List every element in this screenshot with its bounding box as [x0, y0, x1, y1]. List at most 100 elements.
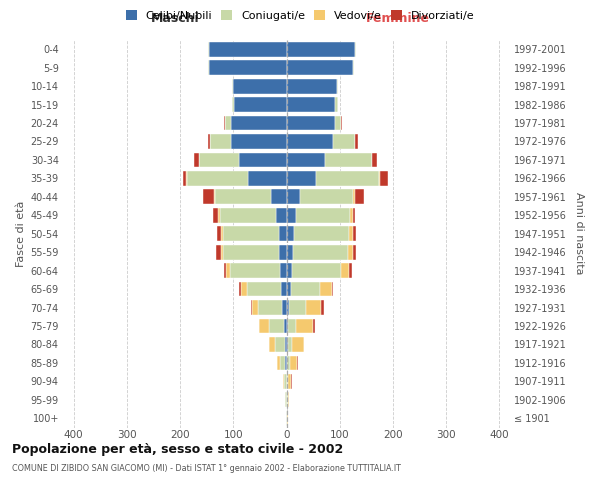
- Bar: [287, 337, 292, 352]
- Bar: [280, 264, 287, 278]
- Bar: [295, 226, 349, 241]
- Bar: [224, 264, 226, 278]
- Text: Maschi: Maschi: [151, 12, 199, 25]
- Bar: [194, 152, 199, 168]
- Bar: [289, 300, 306, 315]
- Bar: [199, 152, 239, 168]
- Bar: [297, 356, 298, 370]
- Bar: [277, 356, 280, 370]
- Bar: [252, 300, 258, 315]
- Bar: [287, 245, 293, 260]
- Bar: [279, 245, 287, 260]
- Bar: [287, 116, 335, 130]
- Bar: [248, 171, 287, 186]
- Bar: [208, 60, 209, 75]
- Bar: [217, 226, 221, 241]
- Bar: [287, 208, 296, 222]
- Bar: [355, 190, 364, 204]
- Bar: [293, 245, 347, 260]
- Bar: [287, 42, 355, 56]
- Text: Femmine: Femmine: [366, 12, 430, 25]
- Bar: [187, 171, 248, 186]
- Bar: [341, 116, 342, 130]
- Bar: [269, 337, 275, 352]
- Bar: [335, 97, 338, 112]
- Bar: [230, 116, 287, 130]
- Bar: [232, 78, 233, 94]
- Bar: [186, 171, 187, 186]
- Bar: [285, 337, 287, 352]
- Bar: [300, 190, 353, 204]
- Bar: [287, 190, 300, 204]
- Bar: [220, 208, 276, 222]
- Bar: [276, 208, 287, 222]
- Bar: [353, 208, 355, 222]
- Bar: [275, 337, 285, 352]
- Bar: [287, 152, 325, 168]
- Bar: [287, 374, 288, 389]
- Bar: [335, 116, 341, 130]
- Bar: [353, 190, 355, 204]
- Bar: [224, 116, 226, 130]
- Bar: [287, 134, 334, 149]
- Bar: [320, 282, 332, 296]
- Bar: [239, 152, 287, 168]
- Bar: [292, 337, 304, 352]
- Bar: [284, 374, 287, 389]
- Bar: [208, 134, 211, 149]
- Bar: [259, 318, 269, 334]
- Bar: [355, 42, 356, 56]
- Bar: [271, 190, 287, 204]
- Bar: [291, 282, 320, 296]
- Bar: [223, 226, 278, 241]
- Bar: [226, 264, 230, 278]
- Bar: [278, 226, 287, 241]
- Bar: [258, 300, 282, 315]
- Bar: [290, 356, 297, 370]
- Bar: [353, 226, 356, 241]
- Bar: [341, 264, 349, 278]
- Bar: [233, 78, 287, 94]
- Bar: [239, 282, 241, 296]
- Bar: [280, 356, 286, 370]
- Bar: [334, 134, 355, 149]
- Bar: [209, 60, 287, 75]
- Bar: [208, 42, 209, 56]
- Bar: [284, 318, 287, 334]
- Bar: [353, 245, 356, 260]
- Bar: [288, 318, 296, 334]
- Bar: [292, 264, 341, 278]
- Bar: [247, 282, 281, 296]
- Bar: [216, 245, 221, 260]
- Bar: [183, 171, 186, 186]
- Bar: [355, 134, 358, 149]
- Bar: [287, 300, 289, 315]
- Bar: [230, 134, 287, 149]
- Bar: [203, 190, 214, 204]
- Bar: [230, 264, 280, 278]
- Bar: [347, 245, 353, 260]
- Bar: [306, 300, 321, 315]
- Bar: [372, 152, 377, 168]
- Bar: [337, 78, 338, 94]
- Bar: [353, 60, 354, 75]
- Bar: [287, 60, 353, 75]
- Bar: [296, 318, 313, 334]
- Bar: [287, 97, 335, 112]
- Text: Popolazione per età, sesso e stato civile - 2002: Popolazione per età, sesso e stato civil…: [12, 442, 343, 456]
- Bar: [281, 282, 287, 296]
- Bar: [379, 171, 380, 186]
- Bar: [214, 190, 215, 204]
- Bar: [218, 208, 220, 222]
- Bar: [215, 190, 271, 204]
- Bar: [232, 97, 235, 112]
- Bar: [251, 300, 252, 315]
- Bar: [221, 226, 223, 241]
- Bar: [287, 264, 292, 278]
- Bar: [287, 226, 295, 241]
- Bar: [325, 152, 371, 168]
- Bar: [288, 374, 291, 389]
- Bar: [211, 134, 230, 149]
- Bar: [332, 282, 334, 296]
- Bar: [269, 318, 284, 334]
